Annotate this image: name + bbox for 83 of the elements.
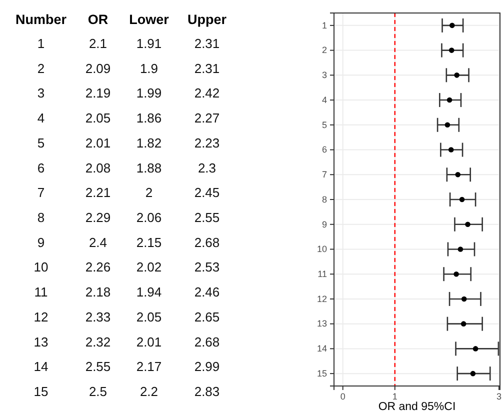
category-label: 8 <box>37 210 45 226</box>
category-label: 11 <box>34 284 48 300</box>
y-tick-label: 9 <box>322 219 327 230</box>
data-label: 2.05 <box>85 110 111 126</box>
text: 2.46 <box>194 284 220 300</box>
y-tick-label: 4 <box>322 94 327 105</box>
text: 2.68 <box>194 334 220 350</box>
text: 1.99 <box>136 86 162 101</box>
text: 2.3 <box>198 160 216 176</box>
data-label: 2.5 <box>88 384 108 400</box>
category-label: 2 <box>37 60 45 76</box>
data-label: 2.21 <box>85 185 111 200</box>
text: 1.82 <box>136 135 162 150</box>
category-label: 9 <box>37 234 45 250</box>
text: 2.06 <box>136 210 162 226</box>
text: 2.27 <box>194 110 220 126</box>
category-label: 14 <box>34 359 48 374</box>
y-tick-label: 7 <box>322 170 327 180</box>
data-label: 2.09 <box>85 60 111 76</box>
category-label: 12 <box>34 309 48 324</box>
text: Upper <box>187 12 228 27</box>
data-label: 2.32 <box>85 334 111 350</box>
y-tick-label: 8 <box>322 194 327 204</box>
category-label: 10 <box>34 260 48 275</box>
data-label: 2.33 <box>85 309 111 324</box>
data-label: 2.18 <box>85 284 111 300</box>
text: 2.23 <box>194 135 220 150</box>
text: Number <box>15 12 68 27</box>
y-tick-label: 13 <box>316 318 327 329</box>
text: 2.53 <box>194 260 220 275</box>
text: 1.94 <box>136 284 162 300</box>
data-label: 2.19 <box>85 86 111 101</box>
category-label: 4 <box>37 110 45 126</box>
text: 2.31 <box>194 60 220 76</box>
category-label: 6 <box>37 160 45 176</box>
text: 2.01 <box>136 334 162 350</box>
category-label: 7 <box>37 185 45 200</box>
text: 2 <box>145 185 153 200</box>
data-label: 2.26 <box>85 260 111 275</box>
category-label: 13 <box>34 334 48 350</box>
x-tick-label: 3 <box>496 391 502 402</box>
category-label: 3 <box>37 86 45 101</box>
data-label: 2.55 <box>85 359 111 374</box>
y-tick-label: 5 <box>322 120 327 130</box>
data-label: 2.1 <box>88 36 108 51</box>
text: 2.02 <box>136 260 162 275</box>
text: 1.86 <box>136 110 162 126</box>
text: 2.68 <box>194 234 220 250</box>
text: 2.55 <box>194 210 220 226</box>
text: 2.17 <box>136 359 162 374</box>
text: 2.31 <box>194 36 220 51</box>
y-tick-label: 11 <box>318 268 327 279</box>
x-tick-label: 1 <box>392 391 398 402</box>
category-label: 1 <box>37 36 45 51</box>
y-tick-label: 3 <box>322 70 327 80</box>
y-tick-label: 1 <box>322 20 327 30</box>
y-tick-label: 15 <box>316 368 327 378</box>
y-tick-label: 2 <box>322 45 327 56</box>
data-label: 2.29 <box>85 210 111 226</box>
y-tick-label: 6 <box>322 144 327 155</box>
data-label: 2.08 <box>85 160 111 176</box>
text: Lower <box>129 12 170 27</box>
text: 2.83 <box>194 384 220 400</box>
text: OR <box>88 12 108 27</box>
text: 1.9 <box>140 60 158 76</box>
text: 2.99 <box>194 359 220 374</box>
category-label: 15 <box>34 384 48 400</box>
text: 1.91 <box>136 36 162 51</box>
text: 2.2 <box>140 384 158 400</box>
text: 2.15 <box>136 234 162 250</box>
x-tick-label: 0 <box>340 391 346 402</box>
data-label: 2.01 <box>85 135 111 150</box>
category-label: 5 <box>37 135 45 150</box>
data-label: 2.4 <box>88 234 108 250</box>
x-axis-title: OR and 95%CI <box>378 401 456 413</box>
text: 2.45 <box>194 185 220 200</box>
text: 2.65 <box>194 309 220 324</box>
text: 2.42 <box>194 86 220 101</box>
y-tick-label: 12 <box>316 294 327 304</box>
y-tick-label: 14 <box>316 344 327 354</box>
text: 2.05 <box>136 309 162 324</box>
y-tick-label: 10 <box>316 244 327 254</box>
text: 1.88 <box>136 160 162 176</box>
